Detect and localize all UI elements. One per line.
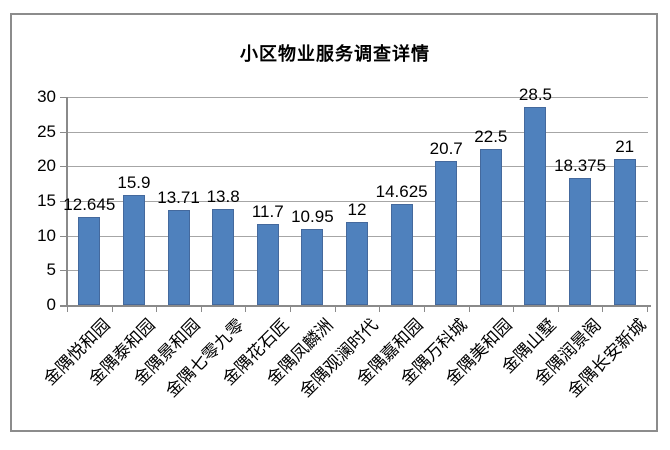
- bar-value-label: 28.5: [518, 85, 552, 105]
- x-tick: [156, 307, 158, 312]
- y-axis-line: [66, 97, 68, 307]
- bar-value-label: 12.645: [63, 195, 116, 215]
- gridline: [67, 201, 648, 202]
- bar: [256, 223, 279, 305]
- x-tick: [379, 307, 381, 312]
- x-tick: [67, 307, 68, 312]
- bar-value-label: 11.7: [251, 201, 284, 221]
- x-tick: [334, 307, 336, 312]
- bar-value-label: 18.375: [554, 155, 607, 175]
- bar-value-label: 22.5: [474, 127, 508, 146]
- bar-value-label: 13.8: [206, 187, 240, 207]
- y-tick: [60, 235, 67, 237]
- x-tick: [602, 307, 604, 312]
- bar-value-label: 10.95: [291, 207, 334, 227]
- y-tick: [60, 270, 67, 272]
- x-tick: [557, 307, 559, 312]
- y-axis-label: 15: [37, 191, 56, 210]
- bar: [435, 161, 458, 305]
- x-tick: [290, 307, 292, 312]
- x-tick: [111, 307, 113, 312]
- chart-border-frame: [10, 13, 658, 432]
- y-axis-label: 10: [37, 225, 56, 245]
- bar: [212, 209, 235, 305]
- bar-value-label: 20.7: [429, 139, 463, 159]
- gridline: [67, 131, 648, 133]
- x-tick: [423, 307, 425, 312]
- bar: [390, 203, 413, 305]
- y-tick: [60, 166, 67, 168]
- y-tick: [60, 97, 67, 98]
- x-axis-line: [60, 305, 651, 307]
- bar-value-label: 14.625: [375, 181, 428, 201]
- x-tick: [245, 307, 247, 312]
- y-tick: [60, 201, 67, 202]
- x-tick: [647, 307, 648, 312]
- y-axis-label: 5: [46, 260, 56, 280]
- y-axis-label: 30: [37, 87, 56, 106]
- y-axis-label: 0: [46, 295, 56, 314]
- bar-value-label: 15.9: [117, 172, 151, 192]
- x-tick: [200, 307, 202, 312]
- bar: [613, 159, 636, 305]
- bar: [524, 107, 547, 305]
- bar: [167, 209, 190, 305]
- y-axis-label: 20: [37, 156, 56, 176]
- bar-value-label: 12: [347, 199, 367, 219]
- x-tick: [513, 307, 515, 312]
- gridline: [67, 97, 648, 98]
- bar: [122, 194, 145, 305]
- bar: [78, 217, 101, 305]
- bar-value-label: 13.71: [157, 187, 200, 207]
- gridline: [67, 166, 648, 168]
- chart-title: 小区物业服务调查详情: [240, 44, 430, 64]
- y-tick: [60, 131, 67, 133]
- bar: [346, 221, 368, 305]
- bar: [569, 177, 592, 305]
- y-axis-label: 25: [37, 121, 56, 141]
- bar: [301, 229, 324, 305]
- bar: [479, 149, 502, 305]
- bar-value-label: 21: [615, 137, 635, 157]
- x-tick: [468, 307, 470, 312]
